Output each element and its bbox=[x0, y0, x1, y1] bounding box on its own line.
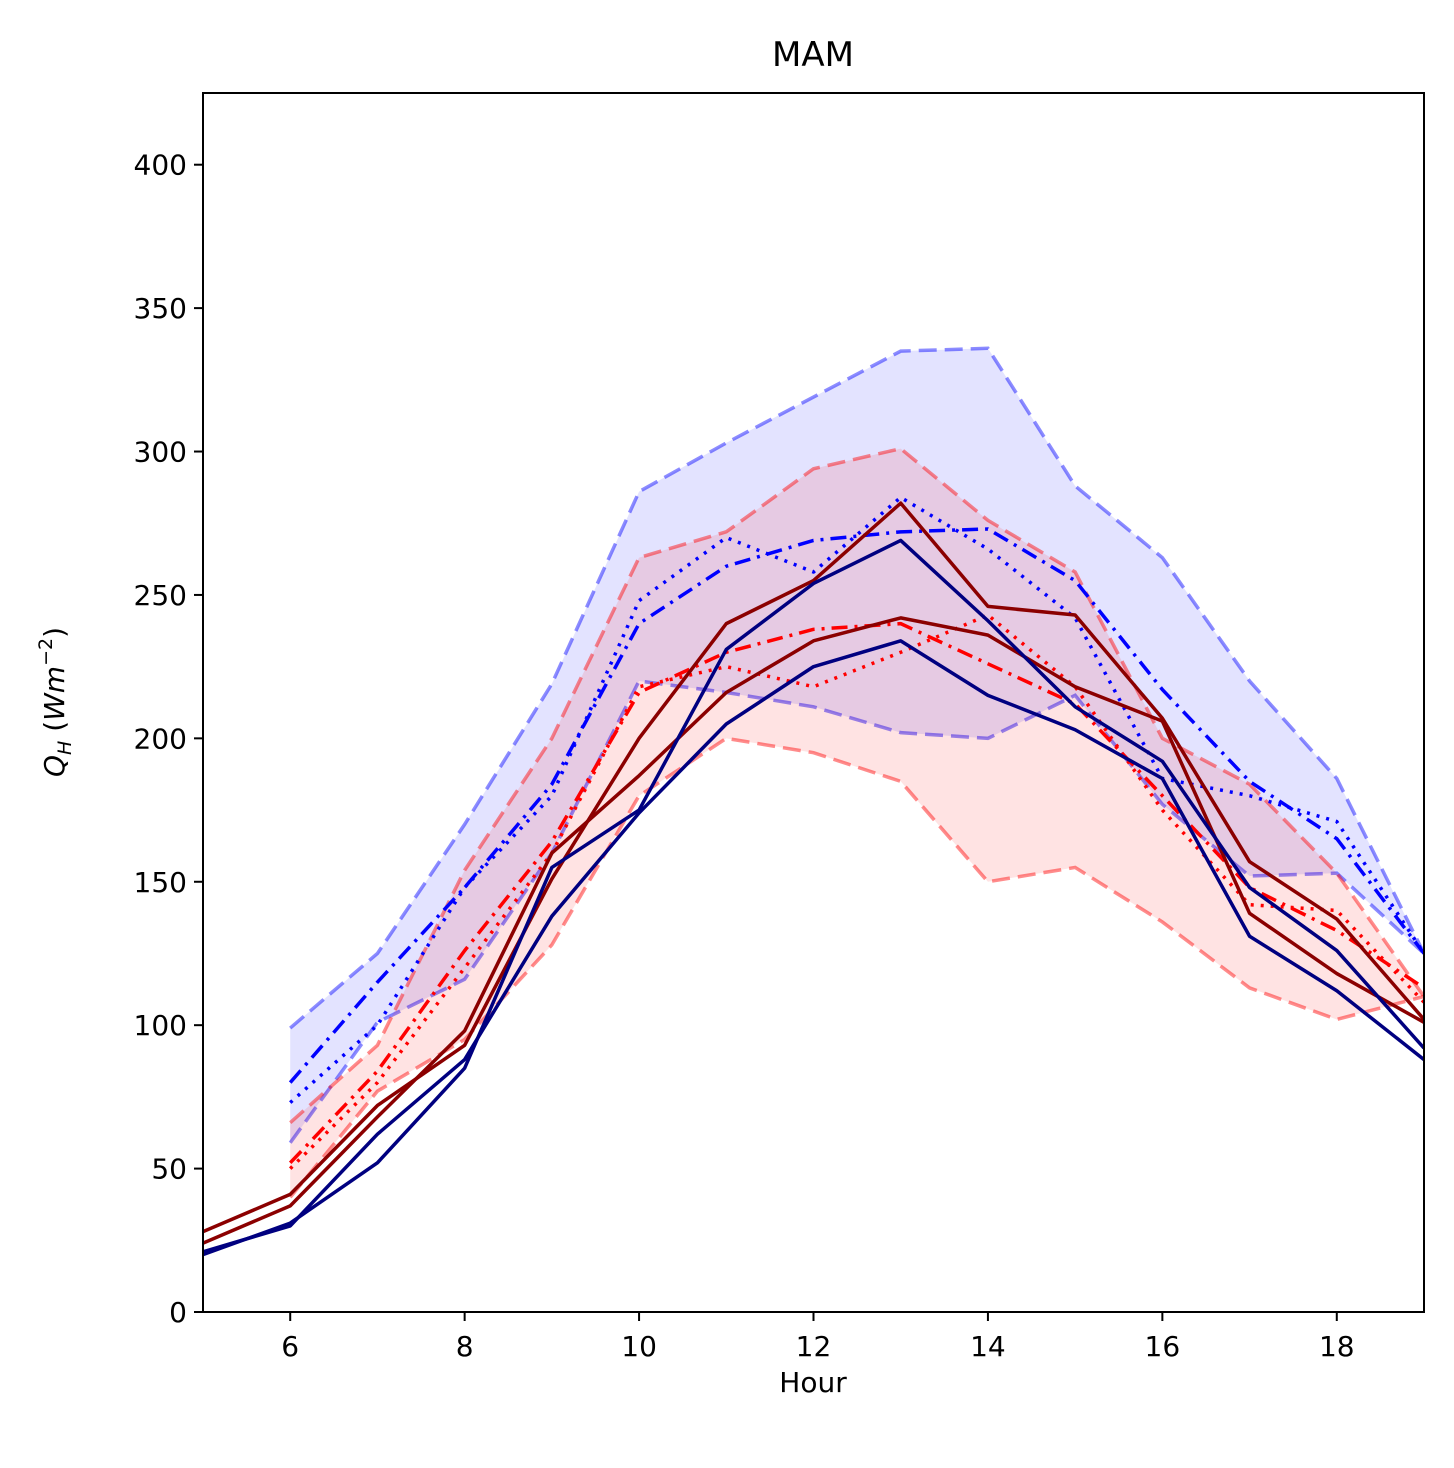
band-lower-2 bbox=[288, 736, 1424, 1199]
band-fill-1 bbox=[290, 348, 1424, 1143]
y-label-open: ( bbox=[38, 721, 71, 741]
x-axis-label: Hour bbox=[779, 1366, 847, 1399]
x-tick-label: 8 bbox=[456, 1330, 474, 1363]
y-tick-label: 0 bbox=[169, 1296, 187, 1329]
x-tick-label: 6 bbox=[281, 1330, 299, 1363]
series-line-5 bbox=[203, 501, 1424, 1234]
y-axis: 0 50 100 150 200 250 300 350 400 bbox=[134, 149, 203, 1329]
series-line-2 bbox=[289, 495, 1424, 1104]
y-tick-label: 50 bbox=[151, 1153, 187, 1186]
x-tick-label: 12 bbox=[796, 1330, 832, 1363]
y-label-close: ) bbox=[38, 627, 71, 638]
x-tick-label: 14 bbox=[970, 1330, 1006, 1363]
x-axis: 6 8 10 12 14 16 18 bbox=[281, 1312, 1355, 1363]
y-tick-label: 100 bbox=[134, 1009, 187, 1042]
x-tick-label: 18 bbox=[1319, 1330, 1355, 1363]
bands bbox=[288, 346, 1424, 1199]
x-tick-label: 10 bbox=[621, 1330, 657, 1363]
y-tick-label: 250 bbox=[134, 579, 187, 612]
series-line-1 bbox=[288, 527, 1424, 1084]
chart-title: MAM bbox=[772, 35, 854, 75]
series-line-8 bbox=[203, 639, 1424, 1254]
y-tick-label: 350 bbox=[134, 292, 187, 325]
series-line-7 bbox=[203, 538, 1424, 1257]
y-tick-label: 400 bbox=[134, 149, 187, 182]
y-label-unit: Wm bbox=[38, 666, 71, 721]
x-tick-label: 16 bbox=[1145, 1330, 1181, 1363]
band-upper-1 bbox=[289, 346, 1424, 1030]
y-axis-label: QH (Wm−2) bbox=[35, 627, 76, 777]
y-label-main: Q bbox=[38, 755, 71, 777]
series-line-6 bbox=[203, 616, 1424, 1245]
y-label-exp: −2 bbox=[35, 638, 57, 666]
series-line-3 bbox=[288, 621, 1424, 1165]
y-tick-label: 150 bbox=[134, 866, 187, 899]
series-lines bbox=[203, 495, 1424, 1257]
series-line-4 bbox=[288, 613, 1424, 1170]
y-tick-label: 200 bbox=[134, 722, 187, 755]
band-upper-2 bbox=[289, 446, 1424, 1125]
y-label-sub: H bbox=[54, 741, 76, 755]
y-tick-label: 300 bbox=[134, 436, 187, 469]
